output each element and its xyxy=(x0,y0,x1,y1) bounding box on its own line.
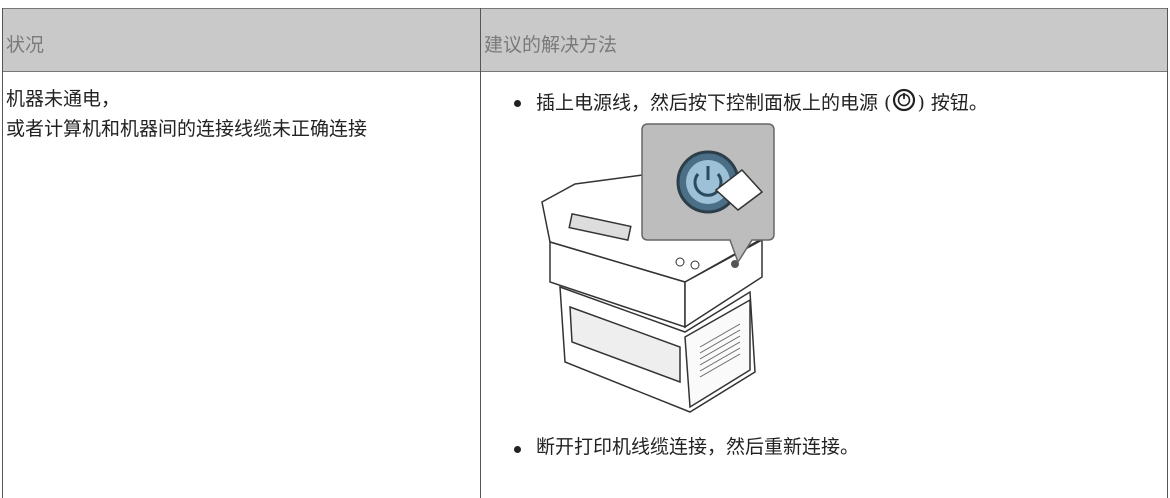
cell-text: 机器未通电， xyxy=(6,88,121,110)
text: 插上电源线，然后按下控制面板上的电源 ( xyxy=(536,92,892,114)
border xyxy=(2,8,3,498)
bullet-text: 插上电源线，然后按下控制面板上的电源 ( ) 按钮。 xyxy=(536,88,988,115)
header-cell: 状况 xyxy=(6,34,45,56)
border xyxy=(1167,8,1168,498)
bullet xyxy=(514,446,521,453)
header-cell: 建议的解决方法 xyxy=(484,34,618,56)
border xyxy=(480,8,481,498)
power-icon xyxy=(893,88,916,112)
printer-illustration xyxy=(541,123,775,413)
bullet-text: 断开打印机线缆连接，然后重新连接。 xyxy=(536,436,860,458)
table-header xyxy=(2,8,1168,72)
bullet xyxy=(514,100,521,107)
cell-text: 或者计算机和机器间的连接线缆未正确连接 xyxy=(6,118,368,140)
text: ) 按钮。 xyxy=(917,92,988,114)
